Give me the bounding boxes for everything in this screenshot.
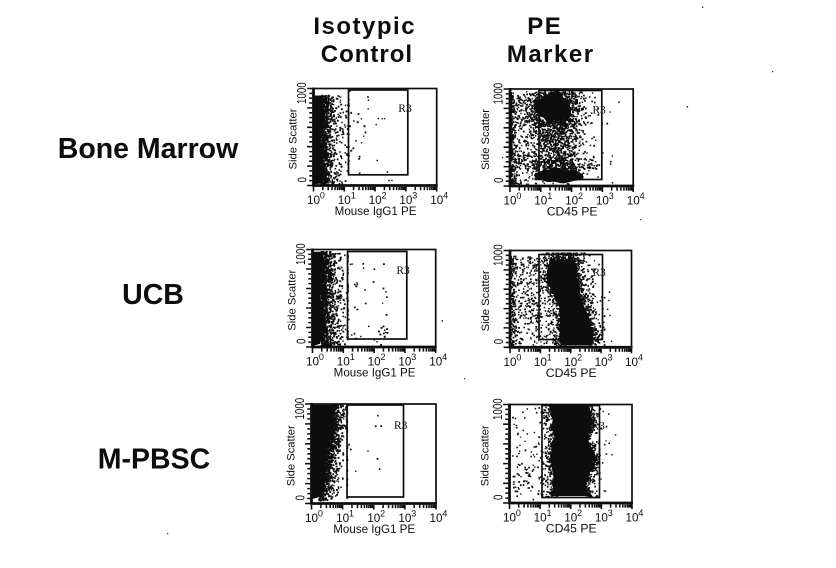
svg-text:3: 3 (609, 191, 614, 201)
svg-text:2: 2 (382, 191, 387, 201)
svg-text:PE: PE (527, 13, 562, 40)
svg-text:3: 3 (412, 191, 417, 201)
svg-text:M-PBSC: M-PBSC (98, 444, 210, 476)
svg-text:0: 0 (294, 495, 307, 500)
svg-text:Mouse IgG1 PE: Mouse IgG1 PE (335, 205, 417, 218)
svg-text:1: 1 (349, 509, 354, 519)
svg-text:10: 10 (338, 194, 352, 207)
svg-text:3: 3 (608, 352, 613, 362)
svg-text:Control: Control (321, 41, 413, 68)
svg-text:1: 1 (547, 508, 552, 518)
svg-text:1: 1 (350, 352, 355, 362)
svg-text:0: 0 (492, 495, 505, 500)
svg-text:UCB: UCB (122, 279, 184, 311)
svg-text:3: 3 (411, 352, 416, 362)
svg-text:10: 10 (398, 512, 412, 525)
svg-text:Bone Marrow: Bone Marrow (58, 133, 239, 165)
svg-text:0: 0 (493, 339, 506, 344)
svg-text:2: 2 (380, 509, 385, 519)
svg-text:10: 10 (595, 512, 609, 525)
svg-text:10: 10 (336, 512, 350, 525)
svg-text:1000: 1000 (295, 243, 308, 265)
svg-text:3: 3 (411, 509, 416, 519)
svg-text:4: 4 (442, 509, 447, 519)
svg-text:10: 10 (367, 512, 381, 525)
svg-text:10: 10 (429, 512, 443, 525)
svg-text:10: 10 (399, 194, 413, 207)
svg-text:Isotypic: Isotypic (313, 13, 416, 40)
svg-text:R3: R3 (592, 267, 606, 279)
svg-text:10: 10 (429, 356, 443, 369)
svg-text:Mouse IgG1 PE: Mouse IgG1 PE (333, 523, 415, 536)
svg-text:4: 4 (443, 191, 448, 201)
svg-text:10: 10 (306, 356, 320, 369)
svg-text:R3: R3 (394, 420, 408, 432)
svg-text:10: 10 (503, 195, 517, 208)
svg-text:4: 4 (442, 352, 447, 362)
svg-text:10: 10 (534, 512, 548, 525)
svg-text:0: 0 (295, 339, 308, 344)
svg-text:10: 10 (503, 356, 517, 369)
svg-text:10: 10 (534, 356, 548, 369)
svg-text:10: 10 (625, 512, 639, 525)
svg-text:R3: R3 (592, 105, 606, 117)
svg-text:2: 2 (578, 191, 583, 201)
svg-text:10: 10 (337, 356, 351, 369)
svg-text:CD45 PE: CD45 PE (546, 522, 597, 536)
svg-text:0: 0 (493, 178, 506, 183)
svg-text:3: 3 (608, 508, 613, 518)
svg-text:Side Scatter: Side Scatter (286, 425, 298, 486)
svg-text:10: 10 (430, 194, 444, 207)
svg-text:Mouse IgG1 PE: Mouse IgG1 PE (334, 367, 416, 380)
svg-text:Side Scatter: Side Scatter (288, 108, 300, 169)
svg-text:0: 0 (319, 352, 324, 362)
svg-text:Marker: Marker (507, 41, 595, 68)
svg-text:10: 10 (305, 512, 319, 525)
svg-text:10: 10 (565, 195, 579, 208)
svg-text:1: 1 (351, 191, 356, 201)
svg-text:1000: 1000 (492, 244, 505, 266)
svg-text:0: 0 (296, 177, 309, 182)
svg-text:Side Scatter: Side Scatter (287, 269, 299, 330)
svg-text:Side Scatter: Side Scatter (480, 109, 492, 170)
svg-text:10: 10 (564, 356, 578, 369)
svg-text:10: 10 (398, 356, 412, 369)
svg-text:4: 4 (638, 508, 643, 518)
svg-text:10: 10 (369, 194, 383, 207)
svg-text:CD45 PE: CD45 PE (546, 366, 597, 380)
svg-text:1000: 1000 (296, 82, 309, 104)
svg-text:10: 10 (307, 194, 321, 207)
svg-text:10: 10 (595, 356, 609, 369)
svg-text:R3: R3 (398, 103, 412, 115)
svg-text:R3: R3 (592, 421, 606, 433)
svg-text:0: 0 (516, 352, 521, 362)
svg-text:2: 2 (381, 352, 386, 362)
svg-text:10: 10 (503, 512, 517, 525)
svg-text:CD45 PE: CD45 PE (547, 205, 598, 219)
svg-text:Side Scatter: Side Scatter (480, 270, 492, 331)
svg-text:10: 10 (627, 195, 641, 208)
svg-text:0: 0 (516, 191, 521, 201)
svg-text:0: 0 (516, 508, 521, 518)
svg-text:1: 1 (547, 352, 552, 362)
svg-text:10: 10 (368, 356, 382, 369)
svg-text:1000: 1000 (492, 398, 505, 420)
svg-text:1000: 1000 (294, 398, 307, 420)
svg-text:10: 10 (596, 195, 610, 208)
svg-text:1000: 1000 (492, 83, 505, 105)
svg-text:Side Scatter: Side Scatter (480, 425, 492, 486)
svg-text:1: 1 (547, 191, 552, 201)
svg-text:0: 0 (318, 509, 323, 519)
svg-text:4: 4 (638, 352, 643, 362)
svg-text:10: 10 (564, 512, 578, 525)
svg-text:0: 0 (320, 191, 325, 201)
svg-text:2: 2 (577, 508, 582, 518)
svg-text:4: 4 (640, 191, 645, 201)
svg-text:2: 2 (577, 352, 582, 362)
svg-text:10: 10 (625, 356, 639, 369)
svg-text:10: 10 (534, 195, 548, 208)
svg-text:R3: R3 (396, 265, 410, 277)
